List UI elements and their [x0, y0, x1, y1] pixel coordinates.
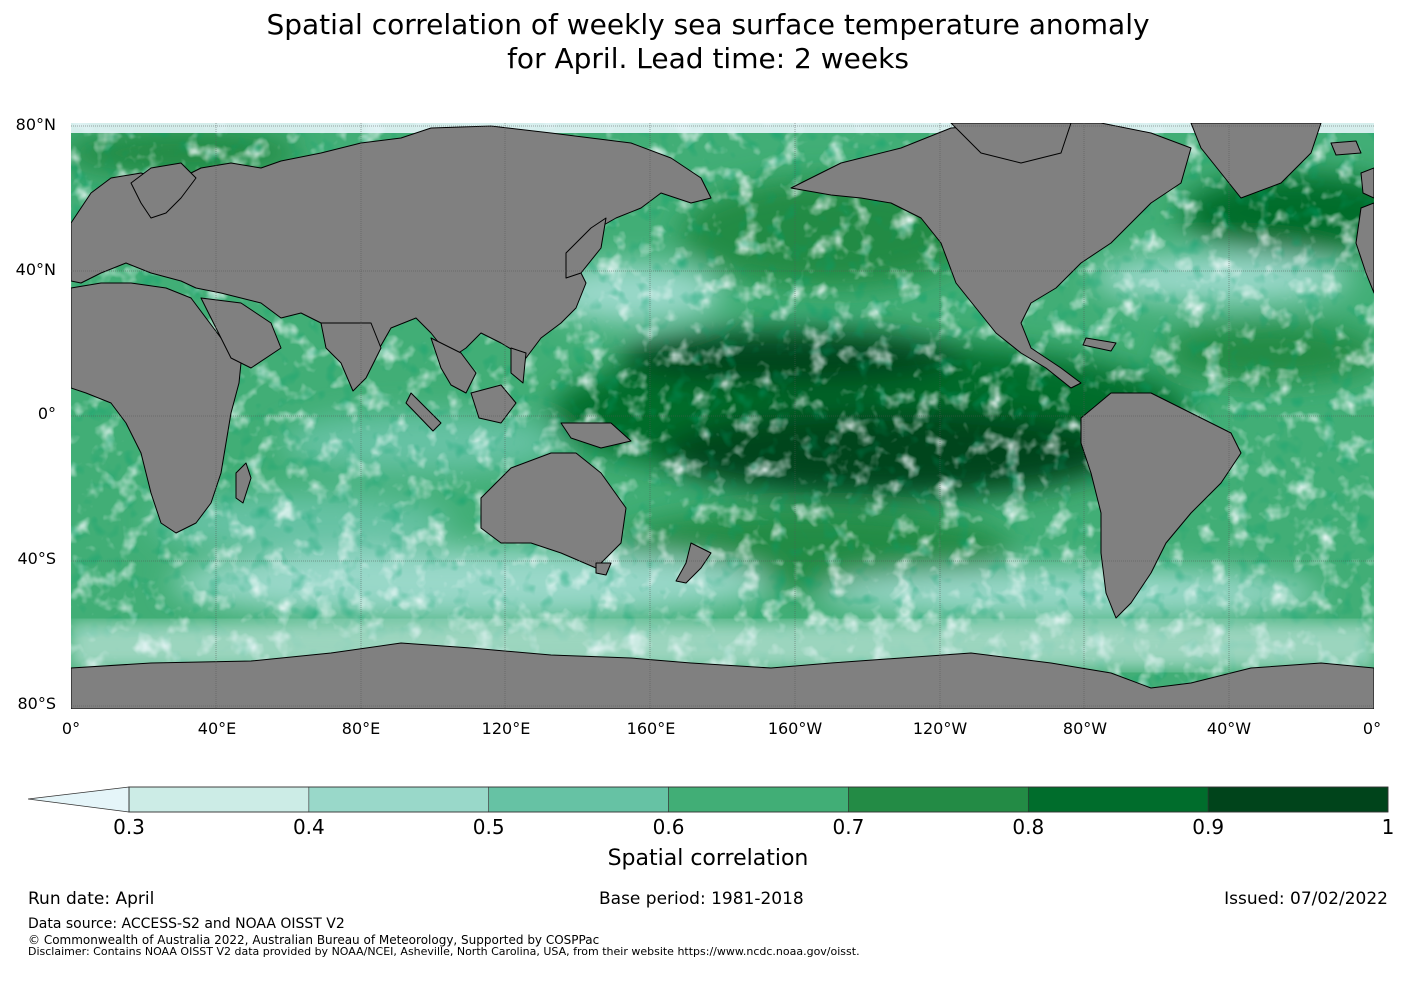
- colorbar-label: Spatial correlation: [607, 846, 809, 871]
- japan: [565, 217, 607, 279]
- copyright: © Commonwealth of Australia 2022, Austra…: [28, 933, 600, 947]
- lat-label-equator: 0°: [37, 404, 56, 423]
- correlation-map: [71, 123, 1374, 709]
- scandinavia: [130, 162, 197, 219]
- run-date: Run date: April: [28, 889, 155, 909]
- land-masses: [71, 123, 1374, 709]
- africa: [71, 282, 242, 534]
- colorbar-tick-label: 0.3: [113, 815, 145, 839]
- philippines: [510, 347, 527, 384]
- colorbar-segment: [668, 786, 849, 813]
- map-panel: [71, 123, 1374, 709]
- colorbar-segment: [128, 786, 310, 813]
- colorbar-tick-label: 1: [1381, 815, 1395, 839]
- south-america: [1080, 392, 1242, 619]
- britain: [1360, 167, 1374, 199]
- colorbar-tick-label: 0.6: [652, 815, 685, 839]
- iceland: [1330, 140, 1362, 156]
- lat-label-80n: 80°N: [15, 115, 56, 134]
- india: [320, 322, 382, 392]
- lon-label-120e: 120°E: [481, 719, 531, 738]
- data-source: Data source: ACCESS-S2 and NOAA OISST V2: [28, 916, 345, 932]
- colorbar-tick-label: 0.4: [292, 815, 325, 839]
- colorbar-segment: [848, 786, 1029, 813]
- colorbar-segment: [308, 786, 490, 813]
- madagascar: [235, 462, 252, 504]
- arctic-islands: [950, 123, 1072, 164]
- western-europe-edge: [1355, 202, 1374, 294]
- lon-label-160w: 160°W: [767, 719, 823, 738]
- eurasia: [71, 125, 712, 374]
- issued-date: Issued: 07/02/2022: [1224, 889, 1388, 909]
- tasmania: [595, 562, 612, 576]
- lon-label-80e: 80°E: [341, 719, 381, 738]
- colorbar: [28, 786, 1389, 813]
- lon-label-40e: 40°E: [197, 719, 237, 738]
- lat-label-40s: 40°S: [17, 549, 56, 568]
- lat-label-80s: 80°S: [17, 694, 56, 713]
- greenland: [1190, 123, 1322, 199]
- colorbar-extend-arrow: [28, 786, 130, 813]
- lon-label-40w: 40°W: [1206, 719, 1252, 738]
- title-line-2: for April. Lead time: 2 weeks: [507, 42, 909, 75]
- australia: [480, 452, 627, 569]
- colorbar-tick-label: 0.8: [1012, 815, 1045, 839]
- title-line-1: Spatial correlation of weekly sea surfac…: [266, 8, 1150, 41]
- arabia: [200, 297, 282, 369]
- colorbar-segment: [488, 786, 669, 813]
- base-period: Base period: 1981-2018: [599, 889, 804, 909]
- lon-label-80w: 80°W: [1062, 719, 1108, 738]
- lon-label-120w: 120°W: [912, 719, 968, 738]
- colorbar-tick-label: 0.5: [472, 815, 505, 839]
- colorbar-segment: [1207, 786, 1389, 813]
- antarctica: [71, 642, 1374, 709]
- colorbar-segment: [1027, 786, 1209, 813]
- graticule: [71, 123, 1374, 709]
- colorbar-tick-label: 0.7: [832, 815, 865, 839]
- new-guinea: [560, 422, 632, 449]
- north-america: [790, 123, 1192, 389]
- lon-label-0-right: 0°: [1362, 719, 1382, 738]
- lon-label-160e: 160°E: [626, 719, 676, 738]
- colorbar-tick-label: 0.9: [1192, 815, 1225, 839]
- chart-title: Spatial correlation of weekly sea surfac…: [0, 8, 1416, 76]
- southeast-asia: [430, 337, 477, 394]
- disclaimer: Disclaimer: Contains NOAA OISST V2 data …: [28, 945, 860, 958]
- new-zealand: [675, 542, 712, 584]
- lat-label-40n: 40°N: [15, 260, 56, 279]
- sumatra: [405, 392, 442, 432]
- lon-label-0-left: 0°: [61, 719, 81, 738]
- caribbean-islands: [1082, 337, 1117, 352]
